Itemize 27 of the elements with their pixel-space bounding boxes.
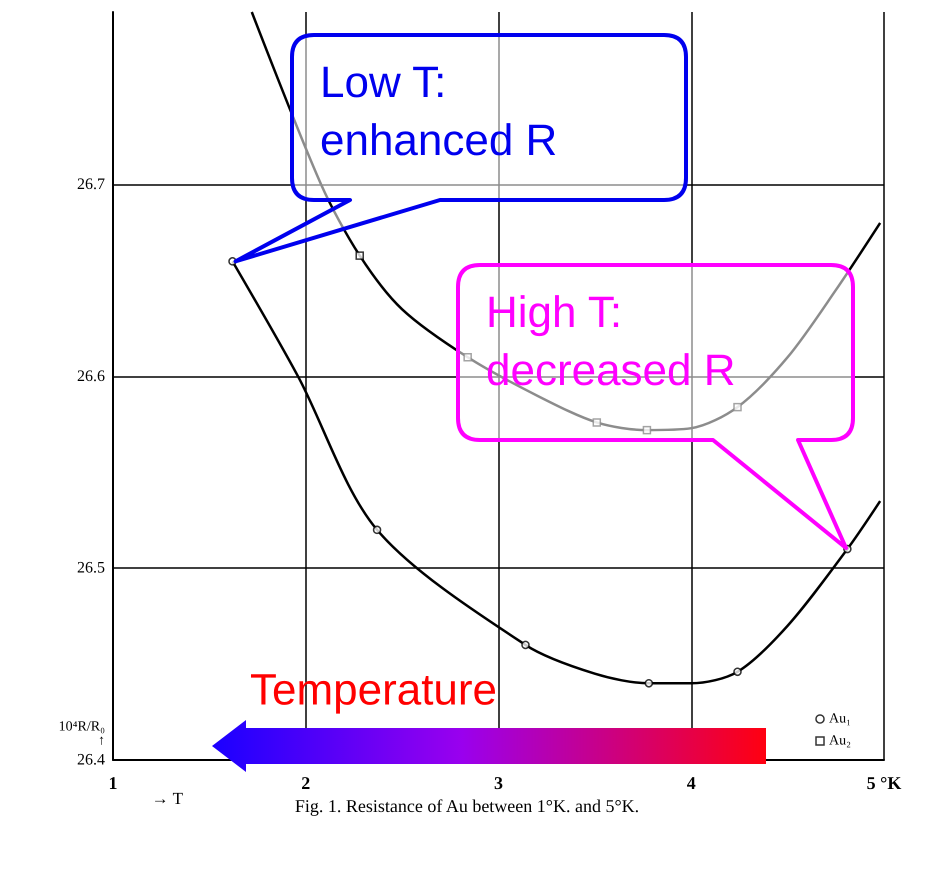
- annotation: Low T: enhanced R: [320, 58, 558, 165]
- point: [642, 426, 652, 434]
- x-tick-label: 4: [686, 773, 696, 793]
- point: [521, 640, 530, 650]
- y-tick-label: 26.4: [77, 752, 105, 768]
- annotation: High T: decreased R: [486, 288, 736, 395]
- point: [733, 668, 742, 676]
- x-axis-title: → T: [152, 789, 184, 808]
- point: [228, 257, 237, 266]
- point: [372, 526, 382, 534]
- point: [733, 402, 742, 412]
- point: [463, 352, 472, 362]
- point: [355, 251, 364, 260]
- point: [843, 544, 852, 554]
- legend-label: Au₁: [829, 712, 852, 726]
- legend-label: Au₂: [829, 734, 852, 748]
- x-tick-label: 5 °K: [866, 773, 902, 793]
- point: [644, 679, 654, 688]
- x-tick-label: 2: [301, 773, 310, 793]
- text: Fig. 1. Resistance of Au between 1°K. and 5°K.: [294, 796, 640, 816]
- y-tick-label: 26.7: [77, 176, 105, 194]
- y-tick-label: 26.6: [77, 368, 105, 385]
- y-tick-label: 26.5: [77, 560, 105, 577]
- y-axis-title: 10⁴R/R₀ ↑: [58, 720, 106, 748]
- x-tick-label: 1: [108, 773, 118, 793]
- x-tick-label: 3: [494, 773, 503, 793]
- point: [592, 418, 602, 427]
